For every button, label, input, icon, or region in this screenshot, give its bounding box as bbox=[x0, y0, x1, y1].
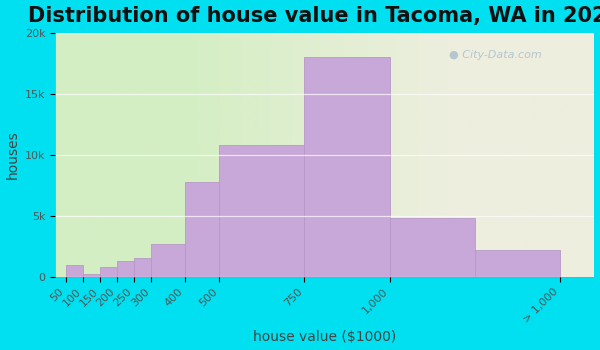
Bar bbox=[134, 259, 151, 277]
Bar bbox=[390, 218, 475, 277]
Bar bbox=[151, 244, 185, 277]
Bar bbox=[100, 267, 117, 277]
Bar bbox=[219, 145, 304, 277]
Bar bbox=[185, 182, 219, 277]
Bar bbox=[475, 250, 560, 277]
X-axis label: house value ($1000): house value ($1000) bbox=[253, 330, 397, 344]
Bar bbox=[65, 265, 83, 277]
Text: ● City-Data.com: ● City-Data.com bbox=[449, 50, 542, 60]
Title: Distribution of house value in Tacoma, WA in 2022: Distribution of house value in Tacoma, W… bbox=[28, 6, 600, 26]
Bar bbox=[117, 261, 134, 277]
Bar bbox=[83, 274, 100, 277]
Bar bbox=[304, 57, 390, 277]
Y-axis label: houses: houses bbox=[5, 130, 20, 179]
